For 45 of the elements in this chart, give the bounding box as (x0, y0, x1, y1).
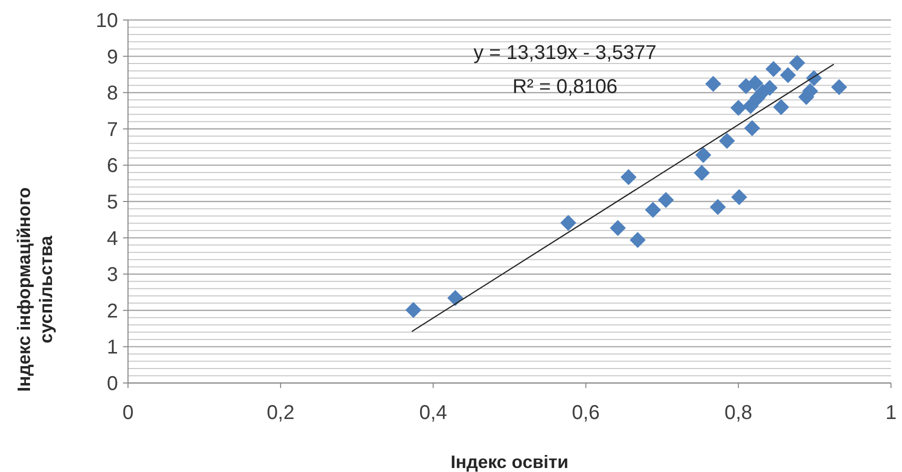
x-tick-label: 0,2 (266, 402, 295, 424)
point (742, 98, 759, 114)
point (610, 220, 626, 236)
point (694, 164, 710, 181)
annotation: R² = 0,8106 (512, 76, 618, 98)
y-tick-label: 4 (106, 228, 118, 250)
point (730, 100, 746, 116)
x-tick-label: 0,8 (724, 402, 752, 424)
x-tick-label: 0 (122, 402, 134, 424)
y-tick-label: 8 (106, 82, 118, 105)
y-tick-label: 7 (106, 118, 118, 141)
y-tick-label: 10 (96, 10, 118, 32)
point (560, 214, 576, 231)
point (630, 232, 646, 248)
point (749, 90, 766, 106)
y-tick-label: 0 (106, 373, 118, 395)
x-tick-label: 0,6 (572, 402, 600, 424)
point (405, 302, 422, 318)
x-tick-label: 1 (885, 402, 897, 424)
point (789, 54, 806, 71)
y-tick-label: 9 (106, 46, 118, 68)
point (718, 132, 735, 149)
point (695, 147, 712, 164)
point (620, 169, 637, 186)
point (831, 79, 848, 96)
point (731, 189, 748, 206)
point (705, 76, 722, 92)
y-tick-label: 5 (106, 192, 118, 214)
y-tick-label: 1 (106, 336, 118, 359)
point (766, 61, 782, 78)
y-axis-title: Індекс інформаційного суспільства (14, 187, 56, 392)
x-tick-label: 0,4 (419, 402, 448, 424)
y-tick-label: 3 (106, 264, 118, 286)
point (658, 192, 674, 208)
y-tick-label: 6 (106, 155, 118, 178)
point (710, 198, 726, 215)
point (744, 120, 760, 136)
point (747, 75, 764, 92)
point (773, 99, 790, 116)
point (447, 290, 464, 306)
y-tick-label: 2 (106, 300, 118, 322)
point (780, 67, 796, 84)
x-axis-title: Індекс освіти (450, 452, 568, 472)
annotation: y = 13,319x - 3,5377 (474, 42, 656, 64)
point (644, 202, 661, 218)
